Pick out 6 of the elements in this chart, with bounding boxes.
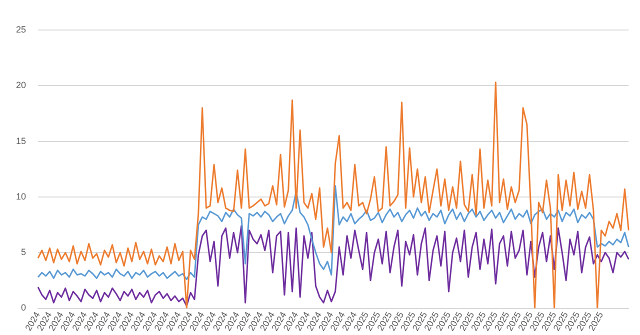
y-tick-label: 5 (20, 247, 26, 258)
y-tick-label: 0 (20, 302, 26, 313)
y-tick-label: 25 (16, 24, 26, 34)
y-tick-label: 15 (16, 136, 26, 146)
y-tick-label: 10 (16, 191, 26, 202)
y-tick-label: 20 (16, 80, 26, 90)
